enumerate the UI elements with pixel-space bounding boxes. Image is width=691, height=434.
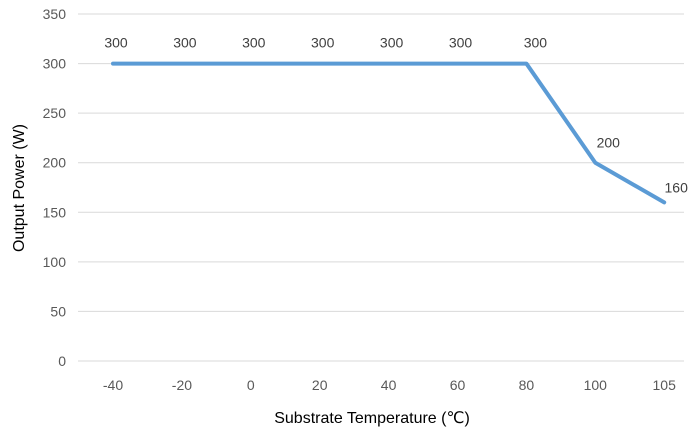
y-tick-label: 100 <box>43 254 67 270</box>
y-tick-label: 350 <box>43 6 67 22</box>
x-tick-label: 100 <box>584 377 608 393</box>
data-label: 300 <box>242 35 266 51</box>
y-tick-label: 200 <box>43 155 67 171</box>
x-axis-title: Substrate Temperature (℃) <box>274 410 470 427</box>
y-axis-ticks: 0 50 100 150 200 250 300 350 <box>43 6 67 369</box>
y-axis-title: Output Power (W) <box>11 124 28 252</box>
x-tick-label: 20 <box>312 377 328 393</box>
y-tick-label: 0 <box>58 353 66 369</box>
x-axis-ticks: -40 -20 0 20 40 60 80 100 105 <box>103 377 676 393</box>
series-line <box>111 61 667 205</box>
gridlines <box>78 13 684 362</box>
x-tick-label: 40 <box>381 377 397 393</box>
data-label: 200 <box>597 135 621 151</box>
data-labels: 300 300 300 300 300 300 300 200 160 <box>104 35 688 196</box>
series-group <box>111 61 667 205</box>
x-tick-label: -20 <box>172 377 192 393</box>
x-tick-label: -40 <box>103 377 123 393</box>
x-tick-label: 105 <box>653 377 677 393</box>
y-tick-label: 50 <box>50 303 66 319</box>
x-tick-label: 60 <box>450 377 466 393</box>
data-label: 300 <box>311 35 335 51</box>
data-label: 160 <box>665 179 689 195</box>
y-tick-label: 150 <box>43 204 67 220</box>
data-label: 300 <box>524 35 548 51</box>
x-tick-label: 80 <box>519 377 535 393</box>
data-label: 300 <box>104 35 128 51</box>
y-tick-label: 300 <box>43 56 67 72</box>
y-tick-label: 250 <box>43 105 67 121</box>
x-tick-label: 0 <box>247 377 255 393</box>
data-label: 300 <box>380 35 404 51</box>
data-label: 300 <box>449 35 473 51</box>
data-label: 300 <box>173 35 197 51</box>
